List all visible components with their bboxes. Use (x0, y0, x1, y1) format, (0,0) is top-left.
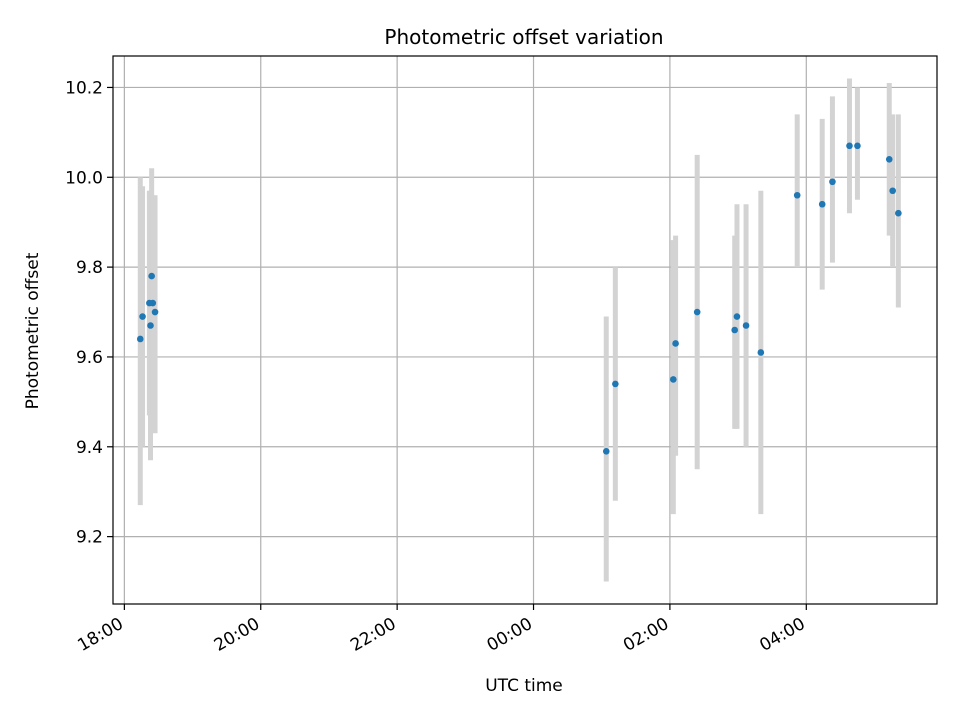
data-point (895, 209, 902, 217)
y-tick-label: 10.2 (65, 78, 103, 98)
data-point (846, 142, 853, 150)
y-tick-label: 9.2 (76, 528, 103, 548)
data-point (885, 156, 893, 163)
data-point (672, 340, 679, 347)
plot-frame (112, 55, 938, 605)
data-point (693, 308, 701, 316)
x-axis-title: UTC time (485, 676, 563, 696)
y-tick-label: 10.0 (65, 168, 103, 188)
data-point (136, 335, 144, 343)
data-points (136, 142, 902, 455)
y-axis-title: Photometric offset (23, 252, 43, 409)
data-point (733, 313, 741, 320)
y-tick-label: 9.8 (76, 258, 103, 278)
data-point (742, 322, 750, 329)
data-point (829, 178, 836, 186)
data-point (147, 322, 154, 329)
data-point (612, 380, 619, 388)
data-point (757, 349, 765, 356)
data-point (889, 187, 896, 195)
y-tick-label: 9.6 (76, 348, 103, 368)
data-point (854, 142, 861, 150)
data-point (149, 299, 157, 307)
data-point (151, 308, 159, 316)
data-point (670, 376, 677, 383)
data-point (139, 313, 146, 320)
data-point (602, 447, 610, 455)
data-point (731, 326, 738, 334)
data-point (818, 200, 826, 208)
data-point (148, 272, 155, 280)
y-tick-label: 9.4 (76, 438, 103, 458)
chart-title: Photometric offset variation (384, 25, 663, 49)
data-point (793, 191, 801, 199)
